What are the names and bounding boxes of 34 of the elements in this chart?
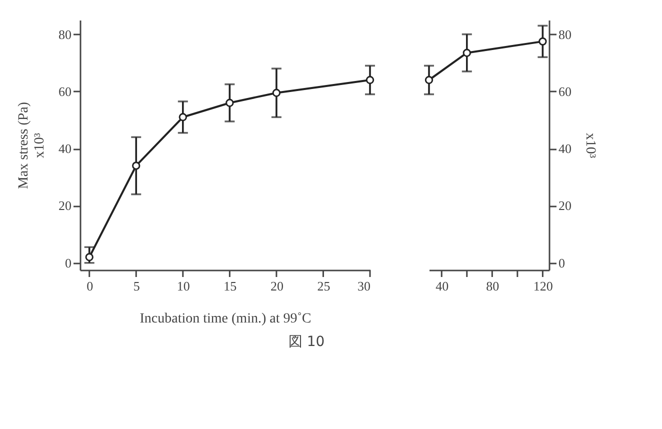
x-axis-title: Incubation time (min.) at 99˚C	[140, 312, 312, 326]
point	[132, 162, 140, 170]
point	[226, 98, 234, 107]
y-tick-label: 60	[58, 84, 72, 99]
y-tick-label: 40	[558, 141, 572, 156]
x-tick-label: 10	[176, 278, 190, 294]
point	[538, 37, 547, 46]
x-tick-label: 25	[317, 278, 330, 294]
x-tick-label: 40	[436, 278, 449, 294]
y-tick-label: 20	[58, 198, 72, 214]
point	[272, 88, 281, 97]
x-tick-label: 0	[86, 278, 94, 294]
point	[424, 76, 434, 84]
y-tick-label: 60	[558, 84, 572, 99]
y-tick-label: 20	[558, 198, 572, 214]
y-tick-label: 0	[65, 255, 72, 270]
point	[366, 76, 374, 84]
point	[178, 113, 188, 122]
text: x10³	[32, 132, 48, 158]
x-tick-label: 20	[270, 278, 284, 294]
x-tick-label: 80	[486, 278, 500, 294]
x-tick-label: 30	[358, 278, 370, 294]
point	[85, 253, 94, 262]
x-tick-label: 15	[224, 278, 237, 294]
y-tick-label: 80	[58, 26, 72, 42]
text: x10³	[582, 132, 598, 158]
y-tick-label: 40	[58, 141, 72, 156]
x-tick-label: 5	[133, 278, 140, 294]
y-tick-label: 80	[558, 26, 572, 42]
caption: 図 10	[288, 334, 325, 350]
point	[462, 48, 471, 57]
y-axis-title: Max stress (Pa)	[16, 102, 32, 190]
y-tick-label: 0	[558, 255, 565, 270]
x-tick-label: 120	[533, 278, 553, 294]
